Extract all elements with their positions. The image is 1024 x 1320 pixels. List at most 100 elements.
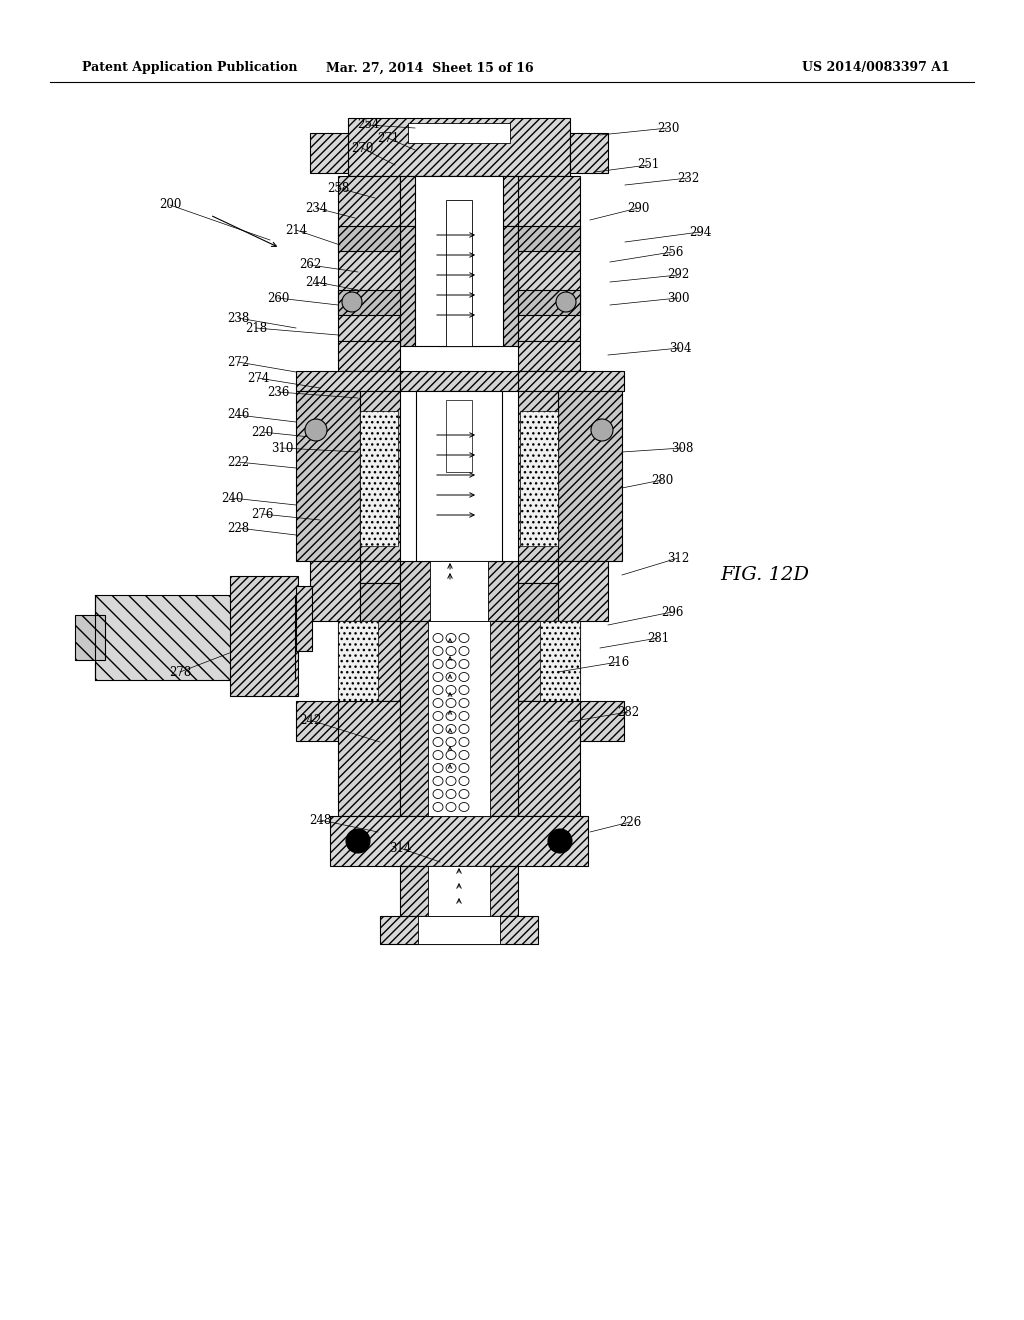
Bar	[540, 620, 580, 701]
Bar	[230, 576, 298, 696]
Text: 256: 256	[660, 246, 683, 259]
Bar	[338, 176, 400, 341]
Ellipse shape	[446, 776, 456, 785]
Bar	[400, 371, 518, 391]
Bar	[400, 561, 518, 620]
Text: 258: 258	[327, 181, 349, 194]
Bar	[75, 615, 105, 660]
Bar	[338, 226, 400, 251]
Text: 234: 234	[305, 202, 328, 214]
Bar	[518, 583, 558, 620]
Text: 294: 294	[689, 226, 712, 239]
Bar	[503, 226, 518, 346]
Circle shape	[346, 829, 370, 853]
Ellipse shape	[459, 776, 469, 785]
Bar	[518, 176, 580, 341]
Text: 300: 300	[667, 292, 689, 305]
Text: 230: 230	[656, 121, 679, 135]
Bar	[310, 561, 360, 620]
Ellipse shape	[459, 634, 469, 643]
Text: 304: 304	[669, 342, 691, 355]
Bar	[518, 561, 558, 583]
Ellipse shape	[459, 672, 469, 681]
Ellipse shape	[459, 738, 469, 747]
Bar	[518, 701, 580, 816]
Text: 270: 270	[351, 141, 373, 154]
Text: 226: 226	[618, 816, 641, 829]
Bar	[518, 371, 624, 391]
Text: 200: 200	[159, 198, 181, 211]
Bar	[338, 290, 400, 315]
Text: 262: 262	[299, 259, 322, 272]
Ellipse shape	[459, 685, 469, 694]
Bar	[446, 201, 472, 346]
Circle shape	[342, 292, 362, 312]
Bar	[296, 371, 400, 391]
Bar	[338, 341, 400, 371]
Text: 222: 222	[227, 455, 249, 469]
Ellipse shape	[446, 647, 456, 656]
Bar	[428, 620, 490, 816]
Text: 216: 216	[607, 656, 629, 668]
Bar	[518, 391, 558, 561]
Bar	[380, 916, 538, 944]
Ellipse shape	[446, 803, 456, 812]
Text: Patent Application Publication: Patent Application Publication	[82, 62, 298, 74]
Bar	[416, 391, 502, 561]
Ellipse shape	[459, 698, 469, 708]
Bar	[520, 411, 558, 546]
Ellipse shape	[446, 672, 456, 681]
Text: 310: 310	[270, 441, 293, 454]
Bar	[360, 583, 400, 620]
Text: 251: 251	[637, 158, 659, 172]
Ellipse shape	[459, 763, 469, 772]
Bar	[518, 701, 624, 741]
Bar	[296, 586, 312, 651]
Text: 274: 274	[247, 371, 269, 384]
Text: 312: 312	[667, 552, 689, 565]
Text: 242: 242	[299, 714, 322, 726]
Bar	[558, 561, 608, 620]
Bar	[476, 176, 518, 226]
Bar	[348, 117, 570, 176]
Text: Mar. 27, 2014  Sheet 15 of 16: Mar. 27, 2014 Sheet 15 of 16	[327, 62, 534, 74]
Ellipse shape	[446, 738, 456, 747]
Ellipse shape	[433, 738, 443, 747]
Bar	[400, 176, 442, 226]
Bar	[310, 133, 348, 173]
Ellipse shape	[446, 660, 456, 668]
Bar	[418, 916, 500, 944]
Ellipse shape	[433, 776, 443, 785]
Text: 220: 220	[251, 425, 273, 438]
Bar	[338, 620, 378, 701]
Bar	[360, 561, 400, 583]
Ellipse shape	[446, 711, 456, 721]
Text: 248: 248	[309, 813, 331, 826]
Ellipse shape	[446, 634, 456, 643]
Circle shape	[591, 418, 613, 441]
Bar	[558, 391, 622, 561]
Ellipse shape	[459, 751, 469, 759]
Text: 292: 292	[667, 268, 689, 281]
Text: 296: 296	[660, 606, 683, 619]
Text: US 2014/0083397 A1: US 2014/0083397 A1	[802, 62, 950, 74]
Ellipse shape	[433, 647, 443, 656]
Bar	[400, 620, 518, 816]
Circle shape	[556, 292, 575, 312]
Bar	[570, 133, 608, 173]
Bar	[446, 400, 472, 473]
Text: 260: 260	[267, 292, 289, 305]
Ellipse shape	[433, 672, 443, 681]
Text: 238: 238	[227, 312, 249, 325]
Ellipse shape	[459, 660, 469, 668]
Bar	[518, 341, 580, 371]
Bar	[518, 226, 580, 251]
Bar	[518, 620, 580, 701]
Text: 314: 314	[389, 842, 412, 854]
Ellipse shape	[433, 634, 443, 643]
Ellipse shape	[433, 803, 443, 812]
Text: 246: 246	[226, 408, 249, 421]
Text: FIG. 12D: FIG. 12D	[720, 566, 809, 583]
Text: 244: 244	[305, 276, 328, 289]
Text: 282: 282	[616, 705, 639, 718]
